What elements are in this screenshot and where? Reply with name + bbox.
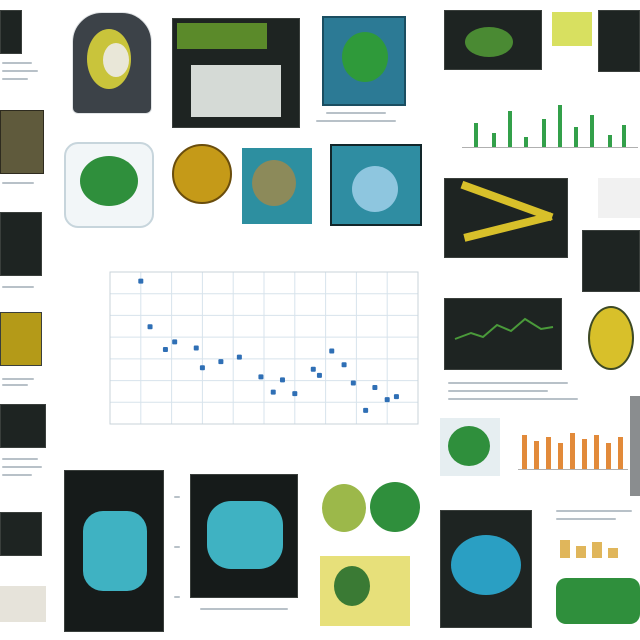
caption-block [0, 178, 40, 194]
image-cyan-roots-center [190, 474, 298, 598]
scatter-point [258, 374, 264, 380]
scatter-point [292, 391, 298, 397]
chart-plot-area [109, 271, 419, 425]
thumbnail-dark-green [0, 404, 46, 448]
thumbnail-brown-layers [0, 110, 44, 174]
image-green-organism [322, 16, 406, 106]
scatter-point [329, 348, 335, 354]
thumbnail-dark-panel [0, 10, 22, 54]
caption-block [172, 486, 182, 626]
thumbnail-green-bar-chart [450, 94, 640, 158]
thumbnail-dark-right [598, 10, 640, 72]
thumbnail-sketch-right [598, 178, 640, 218]
image-blue-structure [330, 144, 422, 226]
scatter-point [199, 365, 205, 371]
thumbnail-dark-machine [0, 212, 42, 276]
scatter-point [147, 324, 153, 330]
caption-block [200, 604, 296, 624]
thumbnail-orange-bar-chart [512, 426, 632, 476]
image-teal-monitor [440, 510, 532, 628]
scatter-point [372, 385, 378, 391]
caption-block [0, 60, 40, 94]
image-green-clusters [306, 478, 426, 538]
image-green-mesh [556, 578, 640, 624]
image-green-cluster [440, 418, 500, 476]
image-yellow-network [444, 178, 568, 258]
scatter-point [393, 394, 399, 400]
scatter-point [384, 397, 390, 403]
scatter-point [316, 372, 322, 378]
scatter-point [310, 366, 316, 372]
caption-block [0, 456, 44, 484]
thumbnail-green-strip [552, 12, 592, 46]
thumbnail-dark-right-2 [582, 230, 640, 292]
image-golden-orb [168, 142, 232, 222]
thumbnail-gray-panel [630, 396, 640, 496]
caption-block [556, 508, 640, 528]
scatter-point [162, 347, 168, 353]
thumbnail-gold-bars [556, 536, 636, 560]
scatter-point [172, 339, 178, 345]
scatter-point [270, 389, 276, 395]
scatter-point [350, 380, 356, 386]
scatter-chart [80, 236, 440, 464]
image-pear-illustration [72, 12, 152, 114]
caption-block [448, 380, 584, 410]
scatter-point [193, 345, 199, 351]
image-software-screenshot [172, 18, 300, 128]
image-plant-scan [242, 148, 312, 224]
scatter-point [218, 359, 224, 365]
thumbnail-dark-green-2 [0, 512, 42, 556]
scatter-point [236, 354, 242, 360]
thumbnail-green-screen [444, 10, 542, 70]
scatter-point [279, 377, 285, 383]
caption-block [316, 108, 400, 128]
image-yellow-leaf-study [320, 556, 410, 626]
image-green-sphere [64, 142, 154, 228]
plot-frame [109, 271, 419, 425]
image-green-graph-monitor [444, 298, 562, 370]
image-cyan-roots-left [64, 470, 164, 632]
thumbnail-sketch [0, 586, 46, 622]
thumbnail-yellow-branches [0, 312, 42, 366]
image-yellow-pod [580, 302, 640, 370]
scatter-point [363, 407, 369, 413]
scatter-point [341, 362, 347, 368]
caption-block [0, 374, 40, 392]
caption-block [0, 282, 40, 298]
scatter-point [138, 278, 144, 284]
